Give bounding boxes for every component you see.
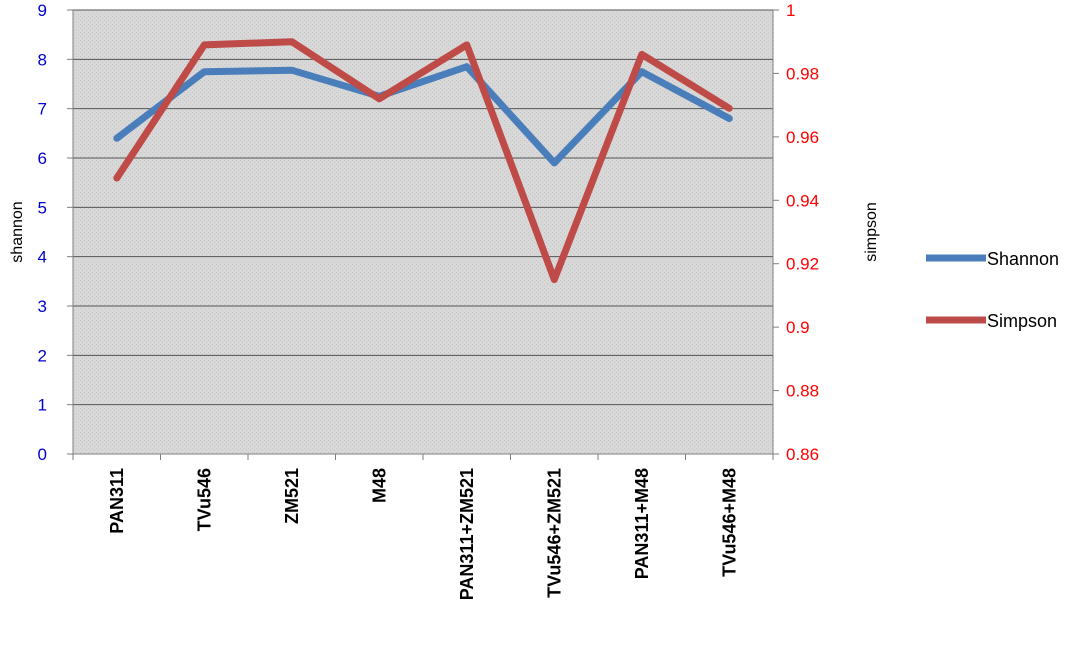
x-tick-label: M48	[369, 468, 389, 503]
series-lines	[113, 38, 733, 284]
left-tick-label: 5	[38, 198, 47, 217]
legend: Shannon Simpson	[926, 249, 1059, 331]
axes	[72, 10, 774, 460]
left-tick-label: 7	[38, 100, 47, 119]
right-axis-ticks: 0.86 0.88 0.9 0.92 0.94 0.96 0.98 1	[773, 1, 819, 464]
left-axis-ticks: 0 1 2 3 4 5 6 7 8 9	[38, 1, 73, 464]
right-tick-label: 0.98	[786, 64, 819, 83]
right-tick-label: 0.92	[786, 255, 819, 274]
left-axis-title: shannon	[9, 201, 26, 262]
left-tick-label: 9	[38, 1, 47, 20]
right-tick-label: 0.94	[786, 191, 819, 210]
x-tick-label: PAN311+ZM521	[457, 468, 477, 600]
right-tick-label: 0.96	[786, 128, 819, 147]
x-tick-label: ZM521	[282, 468, 302, 524]
series-line-simpson	[113, 38, 733, 284]
right-axis-title: simpson	[863, 202, 880, 262]
right-tick-label: 1	[786, 1, 795, 20]
x-tick-label: TVu546+M48	[719, 468, 739, 577]
left-tick-label: 6	[38, 149, 47, 168]
left-tick-label: 2	[38, 346, 47, 365]
x-tick-label: TVu546+ZM521	[544, 468, 564, 598]
left-tick-label: 0	[38, 445, 47, 464]
right-tick-label: 0.88	[786, 382, 819, 401]
left-tick-label: 8	[38, 50, 47, 69]
left-tick-label: 1	[38, 396, 47, 415]
x-axis-labels: PAN311 TVu546 ZM521 M48 PAN311+ZM521 TVu546+Z…	[107, 468, 740, 600]
x-tick-label: PAN311+M48	[632, 468, 652, 579]
plot-area	[72, 9, 774, 455]
legend-label-simpson: Simpson	[987, 311, 1057, 331]
right-tick-label: 0.86	[786, 445, 819, 464]
left-tick-label: 4	[38, 248, 47, 267]
x-tick-label: TVu546	[194, 468, 214, 531]
gridlines	[73, 9, 773, 455]
legend-label-shannon: Shannon	[987, 249, 1059, 269]
left-tick-label: 3	[38, 297, 47, 316]
x-tick-label: PAN311	[107, 468, 127, 534]
right-tick-label: 0.9	[786, 318, 810, 337]
